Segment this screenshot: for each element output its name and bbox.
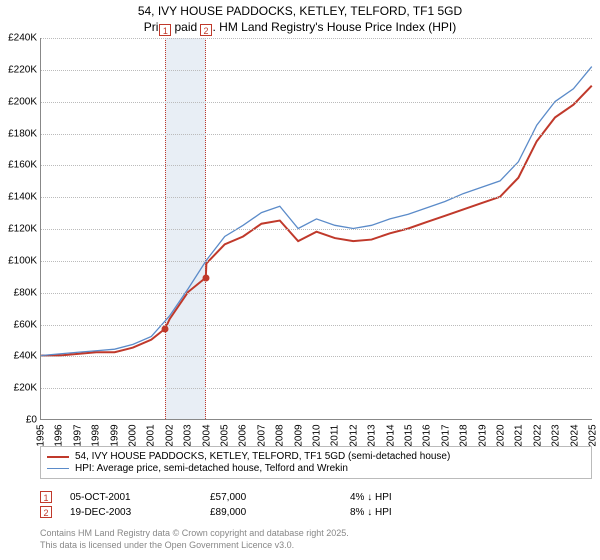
y-tick-label: £60K [1,319,37,330]
gridline [41,261,592,262]
sale-dot-icon [162,326,169,333]
title-line-2: Price paid vs. HM Land Registry's House … [0,20,600,36]
y-tick-label: £120K [1,224,37,235]
copyright-line: Contains HM Land Registry data © Crown c… [40,528,349,540]
annotation-date: 05-OCT-2001 [70,492,210,503]
y-tick-label: £240K [1,33,37,44]
y-tick-label: £80K [1,287,37,298]
annotation-delta: 4% ↓ HPI [350,492,490,503]
gridline [41,38,592,39]
annotation-marker-icon: 2 [40,506,52,518]
y-tick-label: £200K [1,96,37,107]
legend-swatch [47,456,69,458]
sale-dot-icon [203,275,210,282]
copyright: Contains HM Land Registry data © Crown c… [40,528,349,551]
sale-marker-icon: 2 [200,24,212,36]
annotation-marker-icon: 1 [40,491,52,503]
gridline [41,325,592,326]
y-tick-label: £160K [1,160,37,171]
gridline [41,134,592,135]
legend-item: HPI: Average price, semi-detached house,… [47,463,585,474]
legend-swatch [47,468,69,469]
gridline [41,356,592,357]
annotations-table: 1 05-OCT-2001 £57,000 4% ↓ HPI 2 19-DEC-… [40,488,490,521]
gridline [41,388,592,389]
legend-label: 54, IVY HOUSE PADDOCKS, KETLEY, TELFORD,… [75,451,450,462]
y-tick-label: £220K [1,64,37,75]
gridline [41,293,592,294]
annotation-date: 19-DEC-2003 [70,507,210,518]
gridline [41,197,592,198]
legend: 54, IVY HOUSE PADDOCKS, KETLEY, TELFORD,… [40,446,592,479]
y-tick-label: £0 [1,415,37,426]
chart-plot-area: £0£20K£40K£60K£80K£100K£120K£140K£160K£1… [40,38,592,420]
gridline [41,102,592,103]
y-tick-label: £180K [1,128,37,139]
series-line-hpi [41,67,592,356]
chart-title: 54, IVY HOUSE PADDOCKS, KETLEY, TELFORD,… [0,0,600,37]
annotation-row: 1 05-OCT-2001 £57,000 4% ↓ HPI [40,491,490,503]
series-line-price_paid [41,86,592,356]
y-tick-label: £20K [1,383,37,394]
copyright-line: This data is licensed under the Open Gov… [40,540,349,552]
annotation-price: £89,000 [210,507,350,518]
legend-item: 54, IVY HOUSE PADDOCKS, KETLEY, TELFORD,… [47,451,585,462]
sale-marker-icon: 1 [159,24,171,36]
gridline [41,165,592,166]
y-tick-label: £140K [1,192,37,203]
gridline [41,70,592,71]
annotation-price: £57,000 [210,492,350,503]
annotation-delta: 8% ↓ HPI [350,507,490,518]
annotation-row: 2 19-DEC-2003 £89,000 8% ↓ HPI [40,506,490,518]
y-tick-label: £100K [1,255,37,266]
legend-label: HPI: Average price, semi-detached house,… [75,463,348,474]
title-line-1: 54, IVY HOUSE PADDOCKS, KETLEY, TELFORD,… [0,4,600,20]
y-tick-label: £40K [1,351,37,362]
gridline [41,229,592,230]
